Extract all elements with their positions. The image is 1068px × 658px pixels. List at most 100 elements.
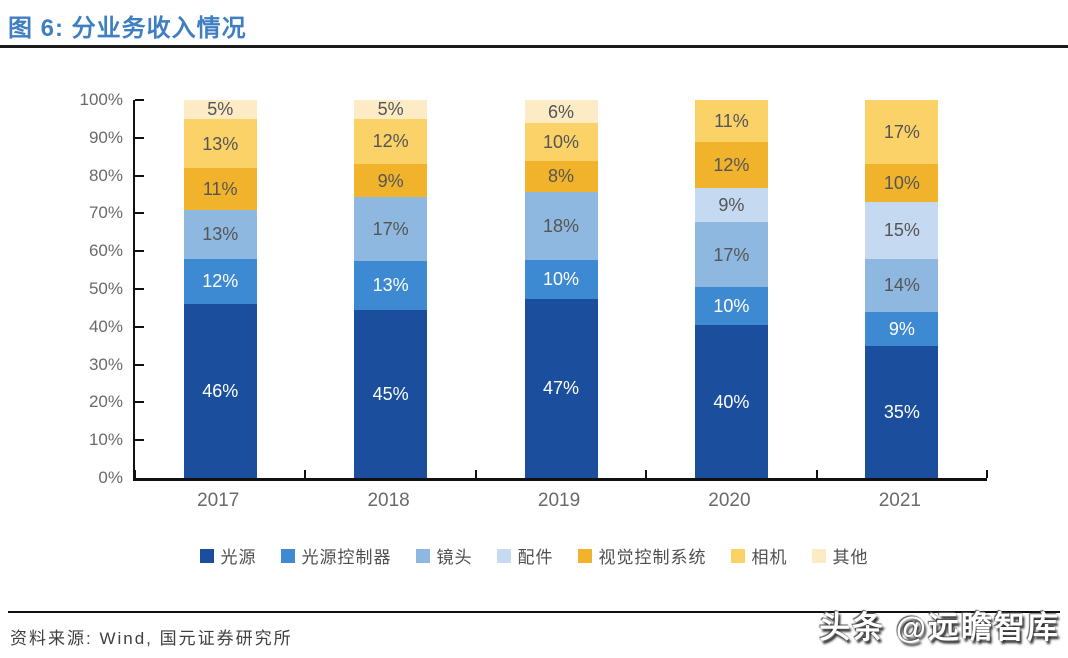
- bar-segment: 9%: [865, 311, 939, 346]
- segment-value-label: 13%: [372, 275, 409, 296]
- x-axis-label: 2021: [878, 490, 921, 511]
- legend-label: 其他: [832, 548, 869, 567]
- legend-swatch-icon: [577, 548, 592, 563]
- title-divider: [0, 45, 1068, 48]
- y-tick-mark: [135, 250, 144, 253]
- segment-value-label: 10%: [543, 132, 580, 153]
- segment-value-label: 9%: [377, 170, 404, 191]
- figure-title: 图 6: 分业务收入情况: [8, 15, 247, 42]
- stacked-bar-2020: 40% 10% 17% 9% 12% 11%: [694, 100, 768, 478]
- segment-value-label: 13%: [202, 224, 239, 245]
- legend-item: 视觉控制系统: [577, 543, 707, 568]
- y-tick-label: 60%: [88, 241, 123, 261]
- bar-segment: 12%: [694, 142, 768, 188]
- stacked-bar-2017: 46% 12% 13% 11% 13% 5%: [183, 99, 257, 478]
- y-tick-mark: [135, 363, 144, 366]
- segment-value-label: 9%: [718, 195, 745, 216]
- legend-label: 光源: [220, 548, 257, 567]
- bar-segment: 45%: [354, 309, 428, 478]
- segment-value-label: 10%: [713, 296, 750, 317]
- y-tick-label: 80%: [88, 165, 123, 185]
- segment-value-label: 6%: [548, 101, 575, 122]
- bar-segment: 11%: [694, 100, 768, 143]
- segment-value-label: 11%: [714, 111, 749, 132]
- x-tick-mark: [645, 470, 648, 478]
- y-tick-mark: [135, 325, 144, 328]
- legend-item: 其他: [811, 543, 869, 568]
- bar-segment: 13%: [183, 118, 257, 169]
- bar-segment: 15%: [865, 202, 939, 259]
- bar-segment: 13%: [183, 209, 257, 259]
- y-tick-mark: [135, 99, 144, 101]
- y-tick-mark: [135, 288, 144, 290]
- y-tick-label: 40%: [88, 316, 123, 336]
- legend-label: 配件: [517, 548, 554, 567]
- bar-segment: 5%: [183, 99, 257, 120]
- legend-item: 镜头: [415, 543, 473, 568]
- bar-cell-2017: 46% 12% 13% 11% 13% 5%: [135, 100, 305, 478]
- bar-segment: 12%: [183, 258, 257, 305]
- legend-swatch-icon: [280, 548, 295, 563]
- segment-value-label: 18%: [543, 216, 580, 237]
- source-note: 资料来源: Wind, 国元证券研究所: [10, 629, 293, 648]
- bar-segment: 11%: [183, 168, 257, 210]
- segment-value-label: 10%: [543, 269, 580, 290]
- x-axis-labels: 2017 2018 2019 2020 2021: [133, 490, 985, 512]
- legend-label: 光源控制器: [301, 548, 392, 567]
- y-tick-label: 0%: [98, 468, 123, 487]
- bar-cell-2019: 47% 10% 18% 8% 10% 6%: [476, 100, 646, 478]
- legend-label: 镜头: [436, 548, 473, 567]
- legend-item: 光源: [199, 543, 257, 568]
- bar-segment: 47%: [524, 298, 598, 478]
- y-tick-label: 30%: [88, 354, 123, 374]
- bar-segment: 10%: [694, 287, 768, 326]
- bar-segment: 17%: [694, 222, 768, 288]
- x-axis-label: 2020: [708, 490, 751, 511]
- segment-value-label: 11%: [202, 178, 238, 199]
- y-tick-mark: [135, 174, 144, 177]
- segment-value-label: 13%: [202, 133, 239, 154]
- legend-swatch-icon: [811, 548, 826, 563]
- bars-row: 46% 12% 13% 11% 13% 5% 45% 13% 17% 9% 12% 5% 47% 10% 1…: [135, 100, 987, 478]
- bar-cell-2018: 45% 13% 17% 9% 12% 5%: [305, 100, 475, 478]
- y-tick-label: 90%: [88, 127, 123, 147]
- bar-segment: 9%: [694, 187, 768, 223]
- bar-cell-2020: 40% 10% 17% 9% 12% 11%: [646, 100, 816, 478]
- bar-segment: 12%: [354, 118, 428, 164]
- y-tick-mark: [135, 401, 144, 404]
- segment-value-label: 5%: [377, 99, 404, 120]
- bar-segment: 18%: [524, 191, 598, 261]
- stacked-bar-2018: 45% 13% 17% 9% 12% 5%: [354, 99, 428, 478]
- bar-segment: 9%: [354, 163, 428, 198]
- segment-value-label: 17%: [372, 219, 409, 240]
- bar-segment: 13%: [354, 260, 428, 310]
- watermark: 头条 @远瞻智库: [819, 610, 1060, 645]
- y-tick-mark: [135, 439, 144, 442]
- legend-item: 配件: [496, 543, 554, 568]
- segment-value-label: 17%: [713, 244, 750, 265]
- bar-segment: 8%: [524, 161, 598, 192]
- y-tick-label: 50%: [88, 279, 123, 298]
- legend-label: 相机: [751, 548, 788, 567]
- segment-value-label: 35%: [883, 401, 920, 422]
- x-tick-mark: [304, 470, 307, 478]
- bar-segment: 10%: [524, 122, 598, 162]
- legend-swatch-icon: [415, 548, 430, 563]
- bar-segment: 17%: [865, 100, 939, 165]
- segment-value-label: 9%: [888, 318, 915, 339]
- x-axis-label: 2017: [197, 490, 240, 511]
- bar-segment: 5%: [354, 99, 428, 120]
- segment-value-label: 8%: [548, 166, 575, 187]
- stacked-bar-2019: 47% 10% 18% 8% 10% 6%: [524, 100, 598, 478]
- bar-segment: 40%: [694, 325, 768, 478]
- x-tick-mark: [815, 470, 818, 478]
- y-tick-label: 100%: [79, 90, 123, 109]
- bar-segment: 14%: [865, 258, 939, 312]
- bar-segment: 46%: [183, 304, 257, 478]
- segment-value-label: 14%: [883, 275, 920, 296]
- legend-item: 光源控制器: [280, 543, 392, 568]
- stacked-bar-2021: 35% 9% 14% 15% 10% 17%: [865, 100, 939, 478]
- segment-value-label: 17%: [883, 122, 920, 143]
- x-tick-mark: [986, 470, 988, 478]
- segment-value-label: 5%: [207, 99, 234, 120]
